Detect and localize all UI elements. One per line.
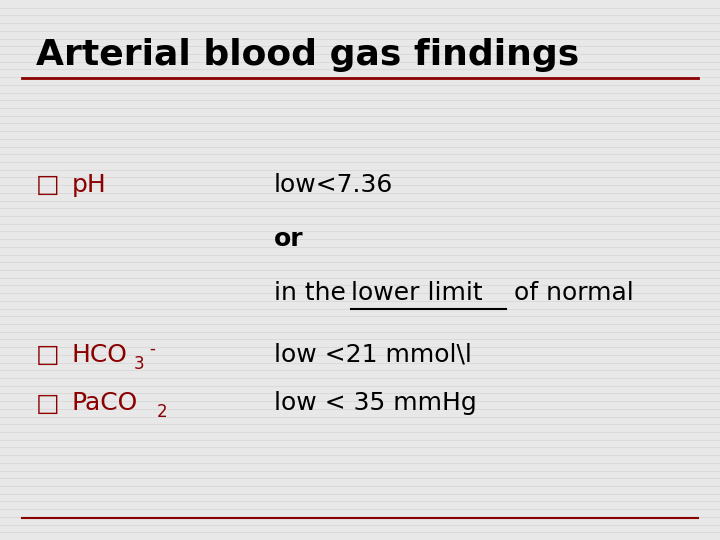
Text: 2: 2 xyxy=(157,403,168,421)
Text: of normal: of normal xyxy=(506,281,634,305)
Text: pH: pH xyxy=(72,173,107,197)
Text: 3: 3 xyxy=(134,355,145,373)
Text: □: □ xyxy=(36,343,60,367)
Text: in the: in the xyxy=(274,281,354,305)
Text: PaCO: PaCO xyxy=(72,392,138,415)
Text: lower limit: lower limit xyxy=(351,281,483,305)
Text: Arterial blood gas findings: Arterial blood gas findings xyxy=(36,38,580,72)
Text: low < 35 mmHg: low < 35 mmHg xyxy=(274,392,477,415)
Text: HCO: HCO xyxy=(72,343,128,367)
Text: -: - xyxy=(149,340,155,358)
Text: □: □ xyxy=(36,392,60,415)
Text: low <21 mmol\l: low <21 mmol\l xyxy=(274,343,472,367)
Text: □: □ xyxy=(36,173,60,197)
Text: low<7.36: low<7.36 xyxy=(274,173,393,197)
Text: or: or xyxy=(274,227,303,251)
